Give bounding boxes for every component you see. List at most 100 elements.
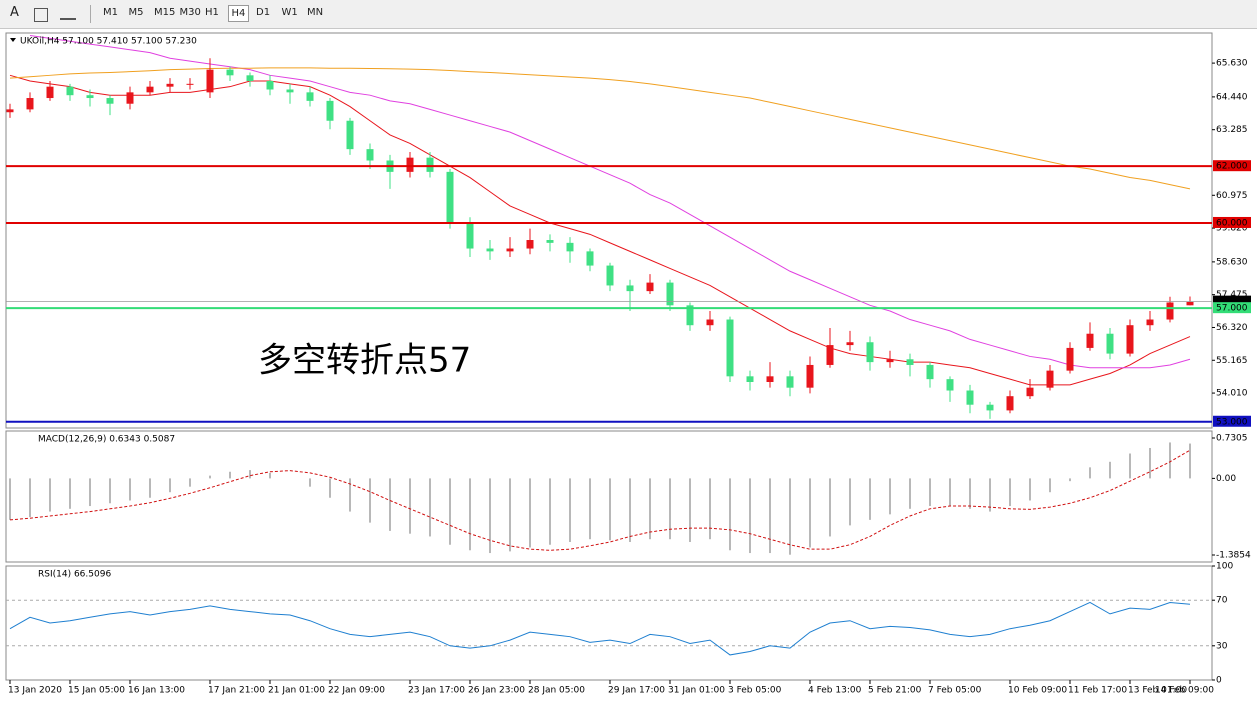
y-tick-label: 56.320 [1216,323,1248,333]
candle-body [806,364,814,388]
x-tick-label: 21 Jan 01:00 [268,686,325,696]
period-button[interactable]: H1 [205,7,219,18]
y-tick-label: 0 [1216,676,1222,686]
x-tick-label: 26 Jan 23:00 [468,686,525,696]
period-button[interactable]: M5 [128,7,144,18]
candle-body [606,265,614,286]
candle-body [346,120,354,150]
y-tick-label: 0.7305 [1216,433,1248,443]
candle-body [486,248,494,252]
separator [90,5,91,23]
level-tag [1213,160,1251,172]
x-tick-label: 10 Feb 09:00 [1008,686,1067,696]
level-label: 62.000 [1216,162,1248,172]
y-tick-label: -1.3854 [1216,550,1251,560]
candle-body [366,149,374,161]
y-tick-label: 30 [1216,641,1228,651]
y-tick-label: 65.630 [1216,59,1248,69]
candle-body [426,157,434,172]
candle-body [506,248,514,252]
candle-body [86,95,94,99]
candle-body [266,80,274,90]
font-button[interactable]: A [10,5,19,20]
x-tick-label: 4 Feb 13:00 [808,686,862,696]
candle-body [146,86,154,93]
panel-title: MACD(12,26,9) 0.6343 0.5087 [38,435,175,445]
candle-body [706,319,714,326]
candle-body [106,98,114,104]
candle-body [946,379,954,391]
x-tick-label: 13 Jan 2020 [8,686,62,696]
candle-body [1006,396,1014,411]
period-button[interactable]: M15 [154,7,176,18]
x-tick-label: 29 Jan 17:00 [608,686,665,696]
candle-body [186,83,194,85]
candle-body [126,92,134,104]
candle-body [726,319,734,377]
candle-body [1126,325,1134,354]
y-tick-label: 70 [1216,596,1228,606]
level-label: 57.000 [1216,304,1248,314]
candle-body [286,89,294,93]
candle-body [1106,333,1114,354]
moving-average [9,67,1191,190]
x-tick-label: 28 Jan 05:00 [528,686,585,696]
candle-body [986,404,994,411]
candle-body [786,376,794,388]
main-plot [6,35,1194,419]
y-tick-label: 57.475 [1216,290,1248,300]
period-button[interactable]: D1 [256,7,271,18]
candle-body [526,240,534,249]
candle-body [246,75,254,81]
level-label: 53.000 [1216,417,1248,427]
period-button[interactable]: MN [307,7,324,18]
candle-body [306,92,314,101]
x-tick-label: 15 Jan 05:00 [68,686,125,696]
moving-average [9,74,1191,386]
period-button[interactable]: H4 [227,5,250,22]
candle-body [566,242,574,252]
candle-body [326,100,334,121]
shapes-icon[interactable] [60,8,76,20]
period-button[interactable]: W1 [281,7,298,18]
level-label: 60.000 [1216,218,1248,228]
menu-triangle [10,38,16,42]
candle-body [826,345,834,365]
candle-body [1026,387,1034,397]
text-icon[interactable] [34,8,48,22]
y-tick-label: 58.630 [1216,257,1248,267]
macd-signal [9,449,1191,551]
candle-body [626,285,634,292]
panel-title: UKOil,H4 57.100 57.410 57.100 57.230 [20,37,197,47]
candle-body [906,359,914,365]
x-tick-label: 23 Jan 17:00 [408,686,465,696]
last-price-label: 57.230 [1216,297,1248,307]
candle-body [586,251,594,266]
candle-body [866,342,874,363]
candle-body [206,69,214,93]
panel-title: RSI(14) 66.5096 [38,570,111,580]
rsi-panel [5,565,1213,681]
y-tick-label: 0.00 [1216,474,1236,484]
candle-body [46,86,54,99]
level-tag [1213,302,1251,314]
candle-body [546,240,554,243]
candle-body [406,157,414,172]
macd-panel [5,430,1213,563]
rsi-line [9,601,1191,656]
y-tick-label: 59.820 [1216,224,1248,234]
x-tick-label: 22 Jan 09:00 [328,686,385,696]
period-button[interactable]: M1 [103,7,118,18]
x-tick-label: 3 Feb 05:00 [728,686,782,696]
x-tick-label: 13 Feb 01:00 [1128,686,1187,696]
y-tick-label: 64.440 [1216,92,1248,102]
x-tick-label: 14 Feb 09:00 [1155,686,1214,696]
y-tick-label: 60.975 [1216,191,1248,201]
candle-body [1066,347,1074,371]
period-button[interactable]: M30 [179,7,201,18]
candle-body [446,171,454,223]
candle-body [1186,301,1194,306]
x-tick-label: 31 Jan 01:00 [668,686,725,696]
candle-body [1086,333,1094,348]
candle-body [226,69,234,76]
